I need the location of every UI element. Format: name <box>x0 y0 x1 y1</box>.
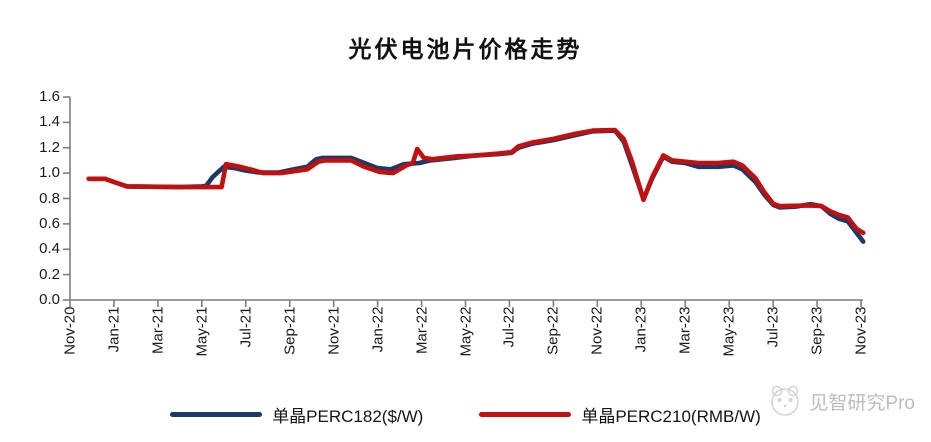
watermark: 见智研究Pro <box>767 384 915 418</box>
x-tick-label: Jul-23 <box>764 306 782 348</box>
watermark-brand: 见智研究Pro <box>809 392 915 414</box>
x-tick-label: Nov-23 <box>852 306 870 355</box>
x-tick-label: May-21 <box>193 306 211 357</box>
y-tick-label: 0.4 <box>39 240 60 258</box>
x-tick-label: Mar-22 <box>413 306 431 355</box>
y-tick-label: 1.6 <box>39 88 60 105</box>
legend-line-blue <box>170 411 263 417</box>
x-tick-label: Jul-21 <box>237 306 255 348</box>
legend: 单晶PERC182($/W) 单晶PERC210(RMB/W) <box>0 398 931 430</box>
y-tick-label: 1.2 <box>39 138 60 156</box>
x-tick-label: Nov-22 <box>588 306 606 355</box>
y-tick-label: 0.0 <box>39 291 60 308</box>
x-tick-label: Sep-23 <box>808 306 826 355</box>
chart-title: 光伏电池片价格走势 <box>348 36 583 63</box>
series-line-1 <box>86 127 866 236</box>
y-tick-label: 0.8 <box>39 189 60 207</box>
x-tick-label: Mar-23 <box>676 306 694 355</box>
x-tick-label: Jan-21 <box>105 306 123 353</box>
x-tick-label: Nov-20 <box>61 306 79 355</box>
y-tick-label: 0.6 <box>39 214 60 232</box>
panda-face-logo-icon <box>771 385 800 416</box>
x-tick-label: Nov-21 <box>325 306 343 355</box>
x-tick-label: Jan-23 <box>632 306 650 353</box>
x-tick-label: May-23 <box>720 306 738 357</box>
y-tick-label: 1.0 <box>39 164 60 182</box>
legend-line-red <box>479 411 572 417</box>
legend-item-perc210: 单晶PERC210(RMB/W) <box>479 402 761 427</box>
x-tick-label: Jul-22 <box>500 306 518 348</box>
x-tick-label: Sep-21 <box>281 306 299 355</box>
x-tick-label: Sep-22 <box>544 306 562 355</box>
x-tick-label: May-22 <box>457 306 474 357</box>
legend-item-perc182: 单晶PERC182($/W) <box>170 402 423 427</box>
y-tick-label: 1.4 <box>39 113 60 131</box>
legend-label-perc182: 单晶PERC182($/W) <box>272 406 424 426</box>
x-tick-label: Jan-22 <box>369 306 387 353</box>
y-tick-label: 0.2 <box>39 265 60 283</box>
legend-label-perc210: 单晶PERC210(RMB/W) <box>581 406 761 426</box>
x-tick-label: Mar-21 <box>149 306 167 355</box>
